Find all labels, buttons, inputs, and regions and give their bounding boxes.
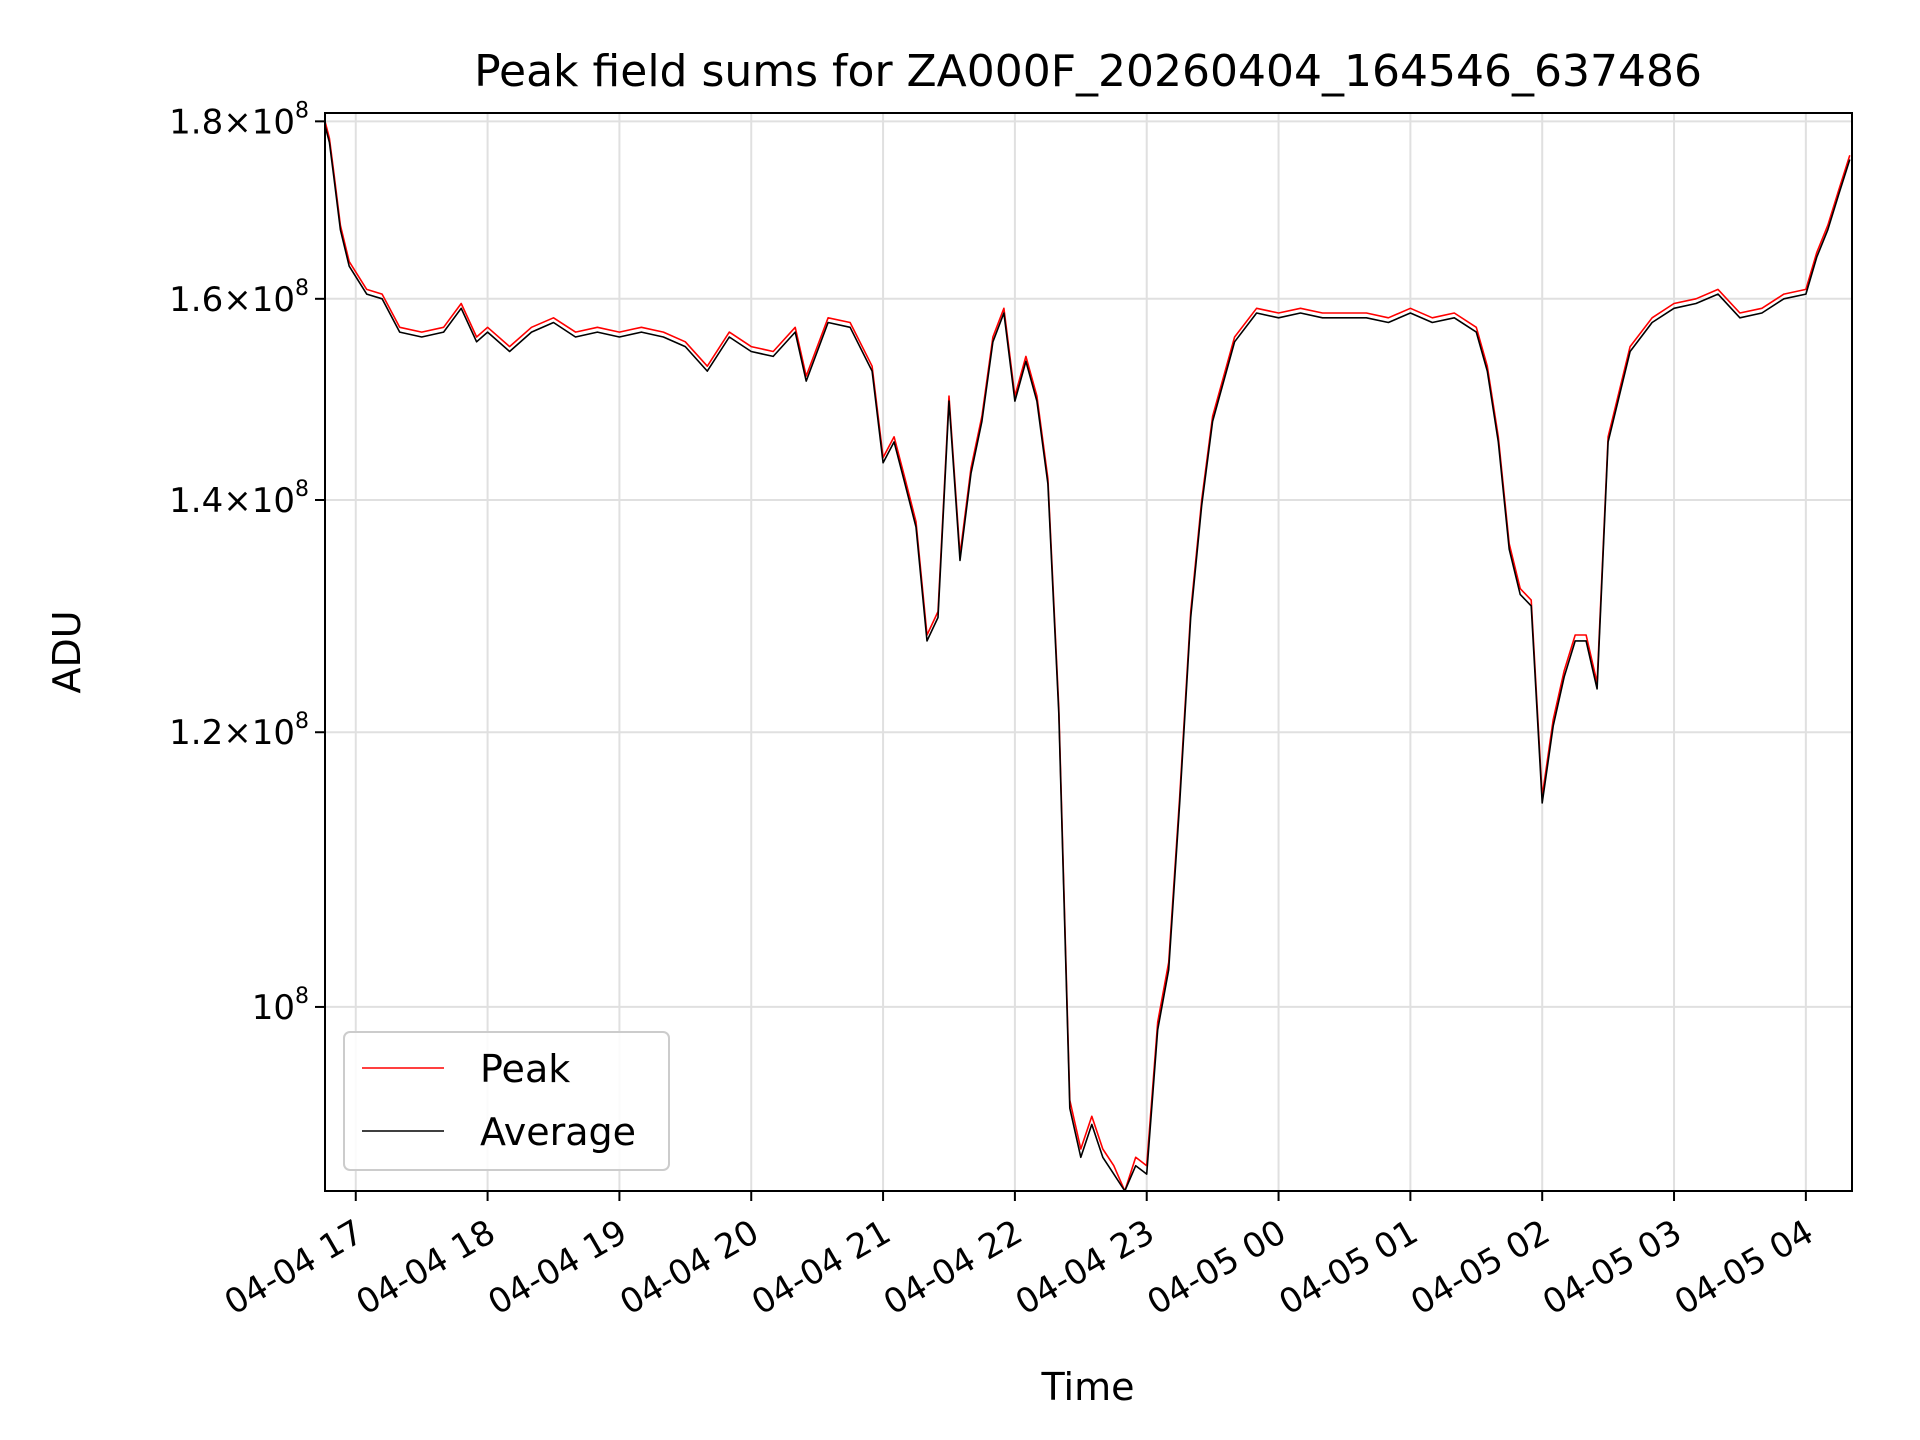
legend: Peak Average — [343, 1031, 670, 1171]
y-axis-label: ADU — [45, 610, 89, 693]
legend-label-peak: Peak — [480, 1047, 570, 1091]
grid — [325, 113, 1852, 1191]
y-tick-label: 1.6×108 — [169, 276, 309, 320]
y-tick-label: 108 — [252, 984, 309, 1028]
series-line-peak — [324, 121, 1851, 1192]
x-axis-label: Time — [1041, 1365, 1135, 1409]
legend-box — [343, 1031, 670, 1171]
y-axis: 108 1.2×108 1.4×108 1.6×108 1.8×108 — [169, 98, 325, 1028]
series-line-average — [324, 125, 1851, 1192]
y-tick-label: 1.2×108 — [169, 709, 309, 753]
chart-title: Peak field sums for ZA000F_20260404_1645… — [474, 46, 1702, 97]
y-tick-label: 1.8×108 — [169, 98, 309, 142]
y-tick-label: 1.4×108 — [169, 477, 309, 521]
plot-frame — [324, 112, 1853, 1192]
series-layer — [324, 121, 1851, 1192]
legend-label-average: Average — [480, 1110, 636, 1154]
